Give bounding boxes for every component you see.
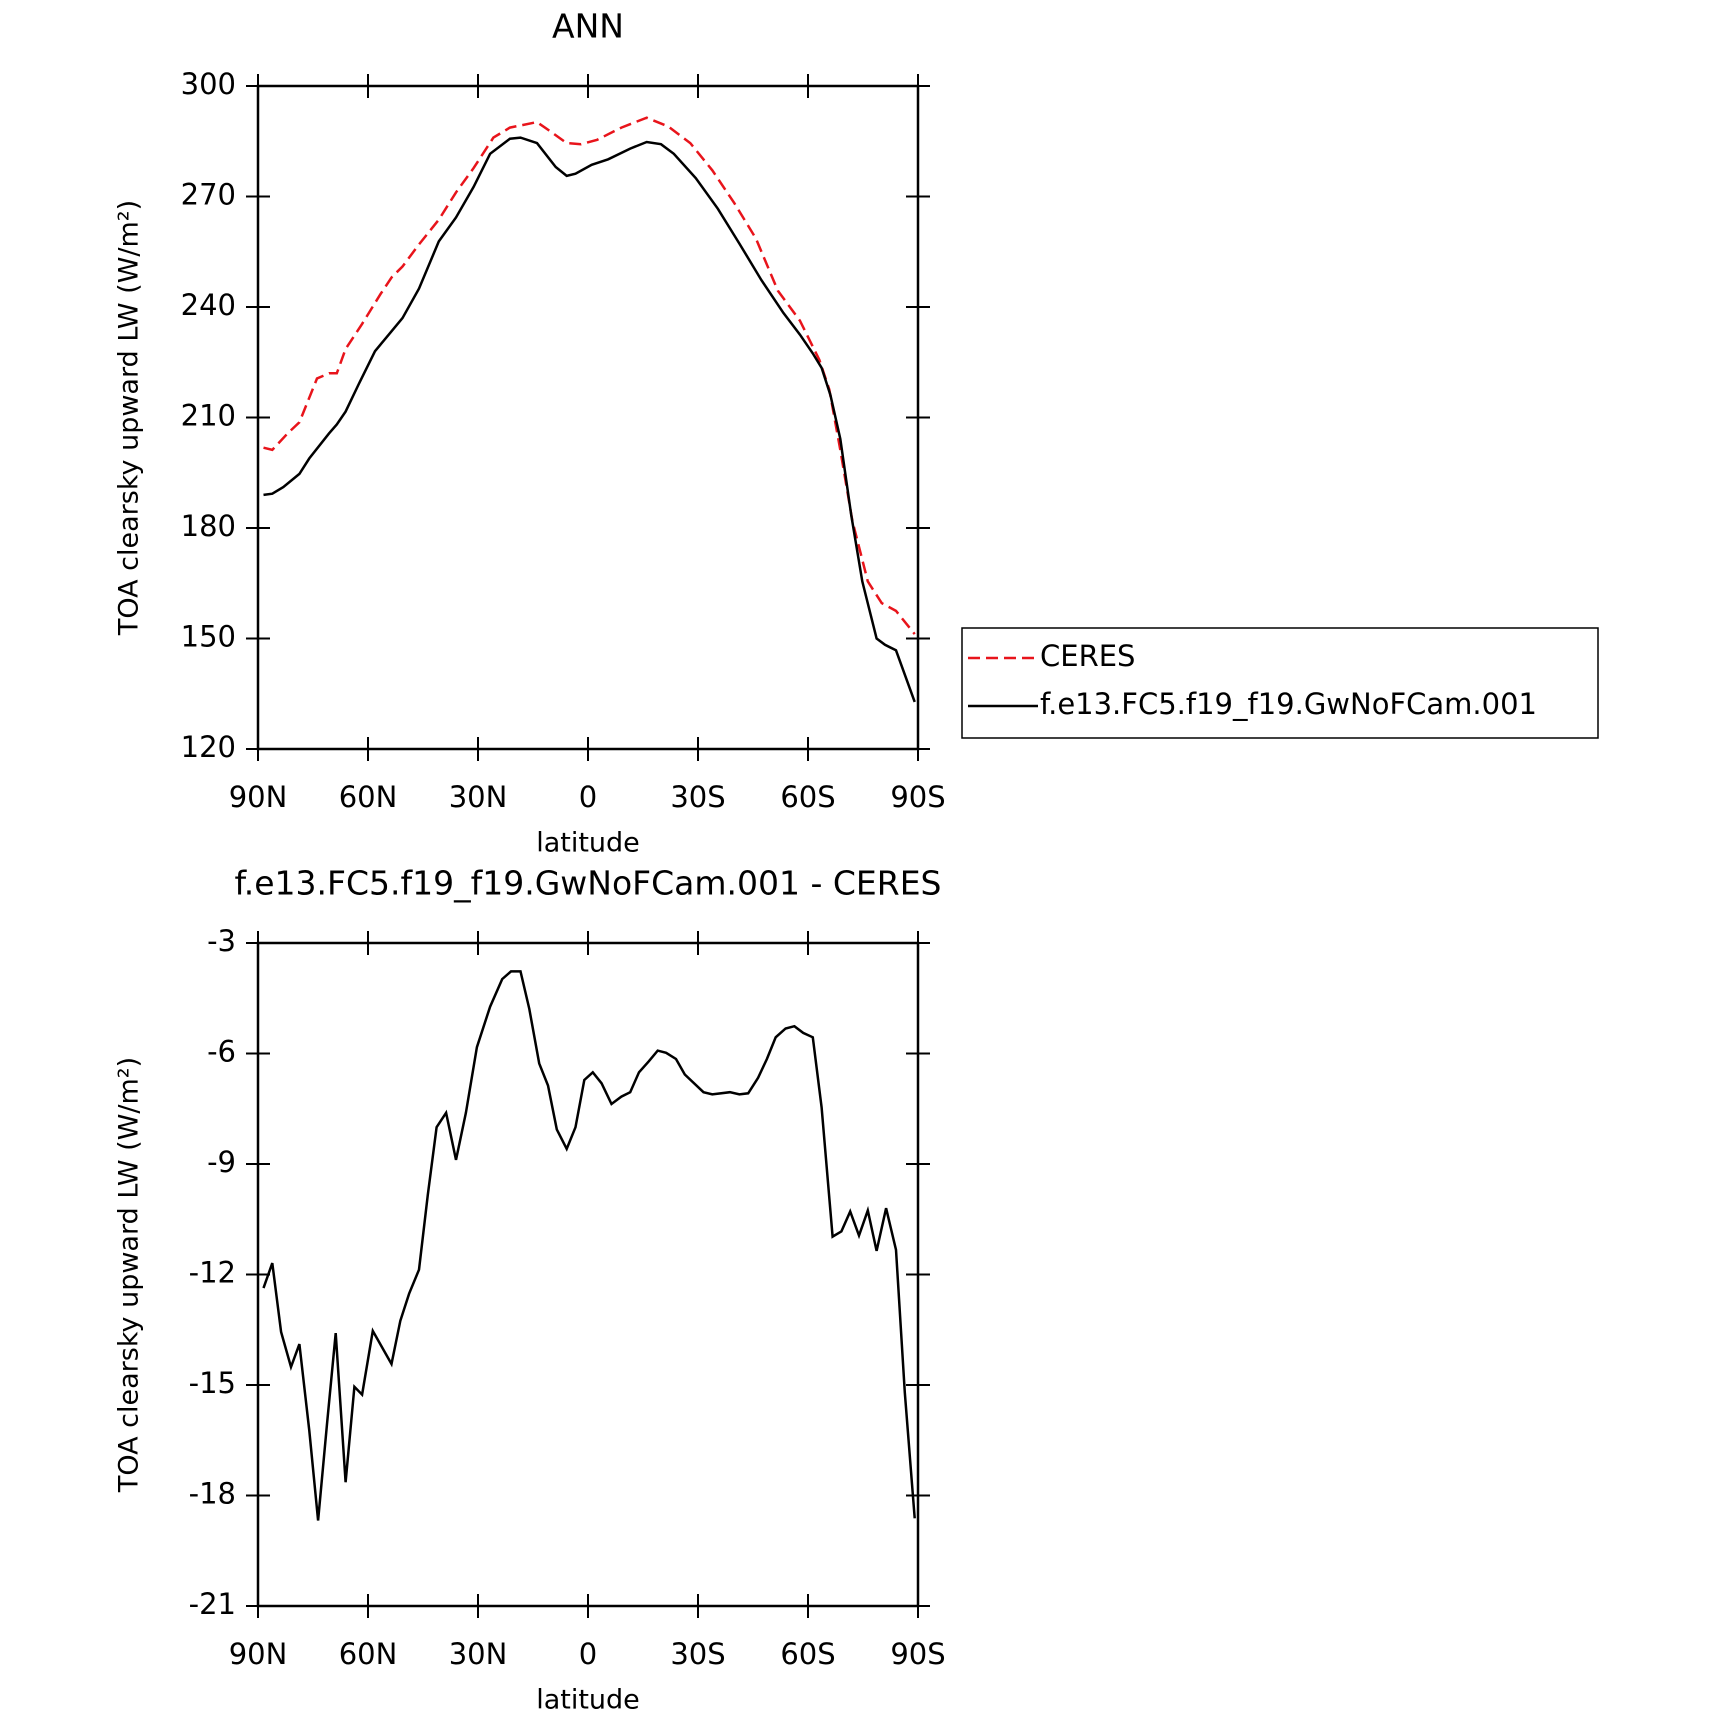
y-tick-label: 120 <box>181 730 236 764</box>
data-line <box>262 970 916 1521</box>
plot-frame <box>256 941 920 1608</box>
x-tick-label: 90S <box>890 1637 945 1671</box>
legend-label: f.e13.FC5.f19_f19.GwNoFCam.001 <box>1040 687 1537 721</box>
y-tick-label: -6 <box>207 1035 236 1069</box>
x-tick-label: 30S <box>670 780 725 814</box>
x-tick-label: 30S <box>670 1637 725 1671</box>
chart-title: f.e13.FC5.f19_f19.GwNoFCam.001 - CERES <box>234 864 941 903</box>
y-tick-label: 300 <box>181 67 236 101</box>
y-tick-label: 270 <box>181 178 236 212</box>
x-tick-label: 60S <box>780 780 835 814</box>
y-tick-label: 180 <box>181 509 236 543</box>
x-axis-label: latitude <box>536 828 640 859</box>
data-line <box>263 136 916 703</box>
x-tick-label: 30N <box>449 780 508 814</box>
x-tick-label: 30N <box>449 1637 508 1671</box>
legend-box <box>961 627 1599 739</box>
x-tick-label: 60N <box>339 780 398 814</box>
x-tick-label: 60S <box>780 1637 835 1671</box>
x-axis-label: latitude <box>536 1685 640 1716</box>
x-tick-label: 0 <box>579 780 597 814</box>
y-tick-label: -15 <box>189 1366 236 1400</box>
legend-label: CERES <box>1040 639 1135 673</box>
x-tick-label: 90N <box>229 780 288 814</box>
data-line <box>263 116 916 635</box>
y-axis-label: TOA clearsky upward LW (W/m²) <box>114 200 145 636</box>
y-tick-label: 150 <box>181 620 236 654</box>
y-tick-label: -21 <box>189 1587 236 1621</box>
y-tick-label: -9 <box>207 1145 236 1179</box>
plot-frame <box>256 84 920 751</box>
x-tick-label: 60N <box>339 1637 398 1671</box>
chart-title: ANN <box>552 7 624 46</box>
y-tick-label: -12 <box>189 1256 236 1290</box>
y-axis-label: TOA clearsky upward LW (W/m²) <box>114 1057 145 1493</box>
x-tick-label: 90N <box>229 1637 288 1671</box>
y-tick-label: -3 <box>207 924 236 958</box>
x-tick-label: 90S <box>890 780 945 814</box>
y-tick-label: 210 <box>181 399 236 433</box>
y-tick-label: -18 <box>189 1477 236 1511</box>
x-tick-label: 0 <box>579 1637 597 1671</box>
y-tick-label: 240 <box>181 288 236 322</box>
